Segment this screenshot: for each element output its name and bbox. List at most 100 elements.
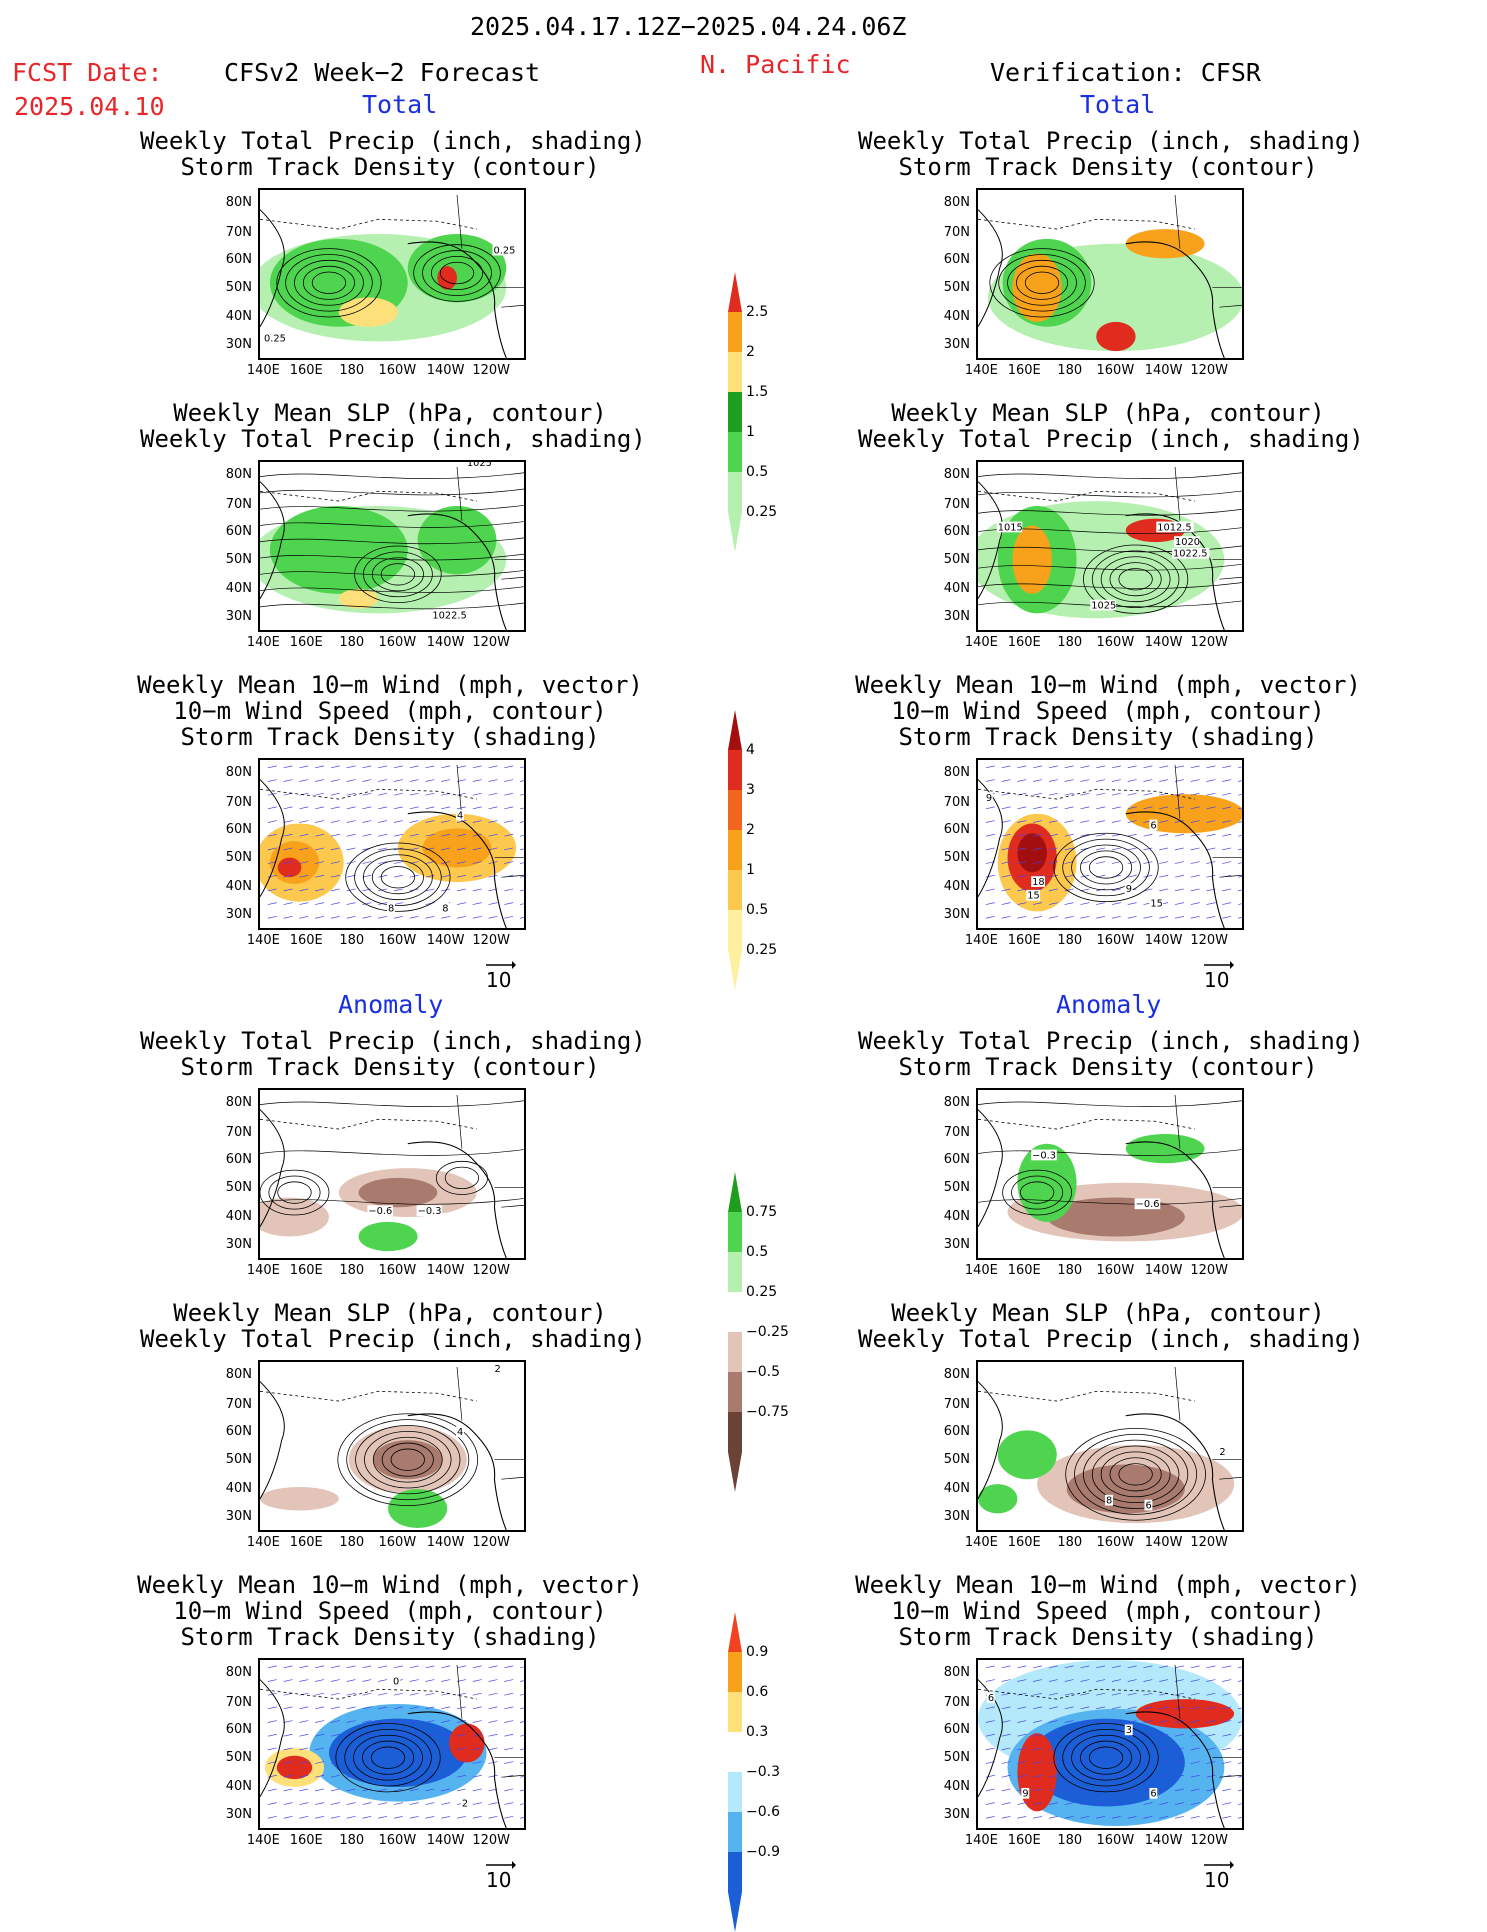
lat-label: 40N bbox=[225, 879, 252, 894]
lon-label: 180 bbox=[339, 933, 365, 948]
lon-label: 160W bbox=[378, 1833, 417, 1848]
lat-label: 50N bbox=[225, 279, 252, 295]
colorbar-swatch bbox=[728, 472, 742, 512]
svg-text:6: 6 bbox=[1145, 1501, 1151, 1512]
vector-ref-label: 10 bbox=[1204, 1868, 1230, 1892]
lon-label: 160W bbox=[1096, 933, 1135, 948]
lat-label: 60N bbox=[943, 524, 970, 540]
colorbar-label: 1 bbox=[746, 424, 755, 440]
lat-label: 70N bbox=[943, 794, 970, 810]
svg-text:−0.3: −0.3 bbox=[418, 1206, 442, 1217]
svg-text:2: 2 bbox=[494, 1364, 500, 1375]
map-graphic: 9 18 15 9 15 6 bbox=[978, 764, 1242, 928]
lat-label: 60N bbox=[225, 1152, 252, 1168]
svg-text:−0.3: −0.3 bbox=[1032, 1150, 1056, 1161]
lon-label: 120W bbox=[472, 635, 510, 650]
lat-label: 30N bbox=[943, 336, 970, 352]
colorbar-strip bbox=[728, 1612, 742, 1932]
svg-text:18: 18 bbox=[1032, 877, 1045, 888]
colorbar-swatch bbox=[728, 1252, 742, 1292]
map-panel-verif-anom-precip: −0.3 −0.6 bbox=[976, 1088, 1244, 1260]
svg-text:2: 2 bbox=[462, 1799, 468, 1810]
title-b3: Weekly Mean 10−m Wind (mph, vector) 10−m… bbox=[855, 671, 1361, 751]
colorbar-swatch bbox=[728, 750, 742, 790]
lon-label: 140E bbox=[246, 1535, 280, 1550]
lat-label: 40N bbox=[943, 581, 970, 596]
lat-label: 50N bbox=[943, 1451, 970, 1467]
lat-label: 60N bbox=[225, 1722, 252, 1738]
lat-label: 40N bbox=[943, 1481, 970, 1496]
colorbar-cap bbox=[728, 1612, 742, 1652]
colorbar-label: 0.5 bbox=[746, 902, 769, 918]
lon-label: 140W bbox=[1144, 1263, 1183, 1278]
lat-label: 50N bbox=[225, 1179, 252, 1195]
colorbar-cap bbox=[728, 1892, 742, 1932]
lat-label: 40N bbox=[943, 879, 970, 894]
lon-label: 140E bbox=[964, 1833, 998, 1848]
lon-label: 180 bbox=[339, 635, 365, 650]
colorbar-cap bbox=[728, 950, 742, 990]
svg-text:6: 6 bbox=[988, 1693, 994, 1704]
lat-label: 30N bbox=[225, 608, 252, 624]
colorbar-label: 0.9 bbox=[746, 1644, 769, 1660]
title-a1: Weekly Total Precip (inch, shading) Stor… bbox=[140, 127, 646, 181]
section-anomaly-right: Anomaly bbox=[1056, 990, 1162, 1019]
lat-label: 80N bbox=[225, 1367, 252, 1383]
lon-label: 160E bbox=[289, 1263, 323, 1278]
svg-text:1022.5: 1022.5 bbox=[1173, 549, 1207, 560]
lat-label: 50N bbox=[225, 849, 252, 865]
lat-label: 70N bbox=[943, 496, 970, 512]
lon-label: 140W bbox=[426, 933, 465, 948]
lon-label: 160W bbox=[1096, 1833, 1135, 1848]
fcst-date: 2025.04.10 bbox=[14, 92, 165, 121]
map-panel-verif-total-slp: 1015 1012.5 1020 1022.5 1025 bbox=[976, 460, 1244, 632]
lat-label: 30N bbox=[943, 1236, 970, 1252]
colorbar-label: 2 bbox=[746, 822, 755, 838]
lat-label: 30N bbox=[225, 1806, 252, 1822]
lon-label: 140E bbox=[964, 363, 998, 378]
svg-text:0.25: 0.25 bbox=[264, 333, 286, 344]
map-panel-verif-anom-wind: 6 3 9 6 bbox=[976, 1658, 1244, 1830]
lat-label: 50N bbox=[943, 1749, 970, 1765]
lat-label: 70N bbox=[943, 1694, 970, 1710]
lat-label: 80N bbox=[943, 1367, 970, 1383]
lat-label: 60N bbox=[225, 1424, 252, 1440]
lat-label: 60N bbox=[943, 1152, 970, 1168]
lat-label: 60N bbox=[225, 524, 252, 540]
colorbar-swatch bbox=[728, 1812, 742, 1852]
lat-label: 50N bbox=[943, 279, 970, 295]
lon-label: 160E bbox=[1007, 1535, 1041, 1550]
lat-label: 70N bbox=[943, 1124, 970, 1140]
lon-label: 160E bbox=[289, 1535, 323, 1550]
lat-label: 70N bbox=[225, 1124, 252, 1140]
lon-label: 120W bbox=[1190, 1263, 1228, 1278]
lat-label: 30N bbox=[225, 906, 252, 922]
lon-label: 180 bbox=[339, 1535, 365, 1550]
svg-text:8: 8 bbox=[442, 903, 448, 914]
lon-label: 140W bbox=[426, 635, 465, 650]
lat-label: 60N bbox=[943, 1722, 970, 1738]
map-panel-verif-total-precip bbox=[976, 188, 1244, 360]
lon-label: 180 bbox=[1057, 1535, 1083, 1550]
colorbar-label: 0.6 bbox=[746, 1684, 769, 1700]
svg-text:1020: 1020 bbox=[1175, 537, 1200, 548]
lon-label: 160E bbox=[1007, 1263, 1041, 1278]
lat-label: 30N bbox=[943, 1508, 970, 1524]
lat-label: 40N bbox=[943, 309, 970, 324]
colorbar-swatch bbox=[728, 1212, 742, 1252]
lon-label: 140W bbox=[426, 363, 465, 378]
lon-label: 120W bbox=[472, 933, 510, 948]
lon-label: 120W bbox=[472, 363, 510, 378]
lon-label: 140E bbox=[964, 635, 998, 650]
title-a2: Weekly Mean SLP (hPa, contour) Weekly To… bbox=[140, 399, 646, 453]
map-graphic: 1022.5 1025 bbox=[260, 462, 524, 630]
lat-label: 70N bbox=[225, 224, 252, 240]
lat-label: 70N bbox=[225, 1396, 252, 1412]
lat-label: 60N bbox=[943, 1424, 970, 1440]
lon-label: 180 bbox=[1057, 363, 1083, 378]
lon-label: 120W bbox=[472, 1833, 510, 1848]
svg-text:0: 0 bbox=[393, 1676, 399, 1687]
